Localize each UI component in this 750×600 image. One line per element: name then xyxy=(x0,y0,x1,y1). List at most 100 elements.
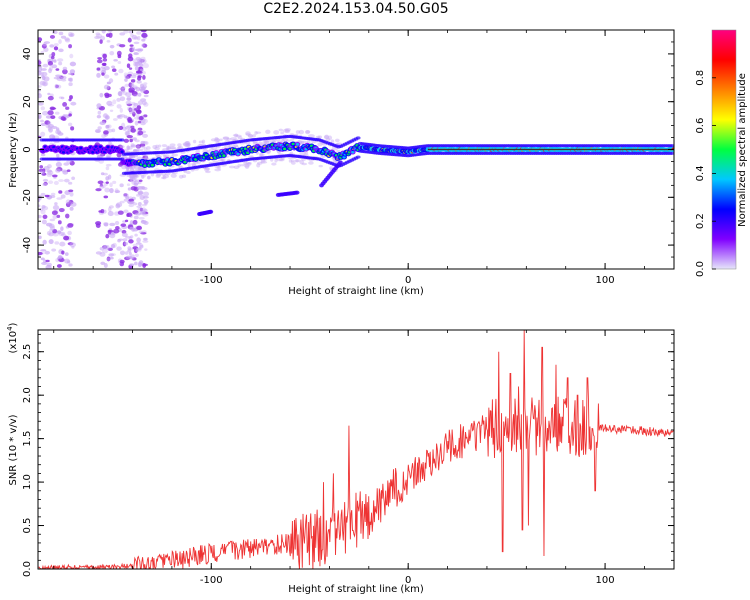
spectrogram-noise-dot xyxy=(49,65,53,72)
spectrogram-spread-dot xyxy=(289,151,294,155)
spectrogram-noise-dot xyxy=(129,108,135,113)
spectrogram-noise-dot xyxy=(94,35,101,40)
spectrogram-spread-dot xyxy=(216,138,220,143)
spectrogram-noise-dot xyxy=(112,118,118,121)
spectrogram-noise-dot xyxy=(48,127,53,133)
spectrogram-spread-dot xyxy=(184,143,190,148)
spectrogram-noise-dot xyxy=(128,67,133,70)
spectrogram-spread-dot xyxy=(228,144,233,148)
spectrogram-spread-dot xyxy=(226,137,232,141)
spectrogram-spread-dot xyxy=(170,147,177,150)
spectrogram-noise-dot xyxy=(40,74,45,78)
spectrogram-noise-dot xyxy=(117,60,122,65)
spectrogram-spread-dot xyxy=(154,146,160,151)
spectrogram-noise-dot xyxy=(68,263,73,267)
spectrogram-noise-dot xyxy=(123,30,129,34)
spectrogram-noise-dot xyxy=(50,55,55,60)
spectrogram-spread-dot xyxy=(260,160,268,164)
spectrogram-ridge-cell xyxy=(79,146,83,150)
spectrogram-spread-dot xyxy=(235,134,242,138)
spectrogram-noise-dot xyxy=(71,176,76,181)
spectrogram-spread-dot xyxy=(230,137,237,141)
spectrogram-noise-dot xyxy=(60,226,64,232)
spectrogram-noise-dot xyxy=(47,124,54,128)
spectrogram-spread-dot xyxy=(235,145,239,148)
spectrogram-noise-dot xyxy=(131,101,136,106)
spectrogram-spread-dot xyxy=(304,151,309,155)
spectrogram-spread-dot xyxy=(162,174,170,179)
spectrogram-noise-dot xyxy=(126,63,131,68)
spectrogram-noise-dot xyxy=(144,248,148,251)
spectrogram-noise-dot xyxy=(56,153,60,158)
spectrogram-noise-dot xyxy=(105,166,110,171)
spectrogram-noise-dot xyxy=(51,30,58,35)
spectrogram-noise-dot xyxy=(119,87,126,91)
spectrogram-noise-dot xyxy=(50,107,57,110)
spectrogram-spread-dot xyxy=(259,153,265,157)
spectrogram-spread-dot xyxy=(294,159,301,163)
spectrogram-noise-dot xyxy=(107,104,115,107)
spectrogram-noise-dot xyxy=(67,223,74,228)
spectrogram-spread-dot xyxy=(247,161,252,165)
spectrogram-noise-dot xyxy=(126,103,133,107)
spectrogram-noise-dot xyxy=(51,51,56,57)
spectrogram-noise-dot xyxy=(139,63,144,67)
spectrogram-spread-dot xyxy=(260,159,266,163)
spectrogram-x-tick-label: -100 xyxy=(200,275,223,286)
spectrogram-noise-dot xyxy=(128,198,135,202)
spectrogram-spread-dot xyxy=(204,167,210,171)
spectrogram-noise-dot xyxy=(98,184,105,190)
spectrogram-noise-dot xyxy=(129,167,135,173)
spectrogram-spread-dot xyxy=(129,177,136,181)
spectrogram-noise-dot xyxy=(130,74,137,79)
spectrogram-noise-dot xyxy=(63,178,70,183)
spectrogram-noise-dot xyxy=(136,205,142,209)
spectrogram-noise-dot xyxy=(129,226,135,231)
spectrogram-ridge-cell xyxy=(282,147,287,151)
spectrogram-noise-dot xyxy=(131,136,138,141)
spectrogram-noise-dot xyxy=(38,235,42,240)
spectrogram-noise-dot xyxy=(137,130,144,136)
spectrogram-noise-dot xyxy=(106,124,112,129)
spectrogram-noise-dot xyxy=(67,122,73,127)
spectrogram-noise-dot xyxy=(142,263,149,267)
spectrogram-ridge-cell xyxy=(94,145,98,149)
spectrogram-spread-dot xyxy=(262,140,268,145)
spectrogram-noise-dot xyxy=(95,223,101,228)
spectrogram-ridge-cell xyxy=(351,150,355,154)
spectrogram-noise-dot xyxy=(53,43,59,47)
spectrogram-noise-dot xyxy=(120,89,126,93)
spectrogram-noise-dot xyxy=(68,181,73,185)
spectrogram-spread-dot xyxy=(170,173,177,178)
spectrogram-noise-dot xyxy=(103,130,109,135)
spectrogram-spread-dot xyxy=(138,168,144,172)
spectrogram-noise-dot xyxy=(143,220,149,225)
spectrogram-noise-dot xyxy=(69,95,73,100)
spectrogram-noise-dot xyxy=(139,194,145,200)
spectrogram-spread-dot xyxy=(191,162,196,166)
spectrogram-noise-dot xyxy=(137,181,142,185)
spectrogram-spread-dot xyxy=(178,174,184,179)
spectrogram-noise-dot xyxy=(55,168,61,173)
spectrogram-spread-dot xyxy=(156,173,162,177)
spectrogram-noise-dot xyxy=(50,192,56,196)
spectrogram-spread-dot xyxy=(165,145,170,151)
spectrogram-noise-dot xyxy=(97,57,103,60)
snr-x-tick-label: -100 xyxy=(200,575,223,586)
spectrogram-spread-dot xyxy=(162,175,167,180)
spectrogram-spread-dot xyxy=(308,161,314,165)
spectrogram-noise-dot xyxy=(118,91,123,97)
spectrogram-spread-dot xyxy=(192,160,199,165)
spectrogram-noise-dot xyxy=(49,228,54,232)
spectrogram-noise-dot xyxy=(101,133,107,139)
spectrogram-noise-dot xyxy=(62,101,68,107)
spectrogram-noise-dot xyxy=(142,133,148,138)
spectrogram-spread-dot xyxy=(187,143,191,146)
spectrogram-noise-dot xyxy=(140,121,146,126)
spectrogram-spread-dot xyxy=(128,155,133,160)
spectrogram-spread-dot xyxy=(323,135,329,140)
snr-y-tick-label: 1.0 xyxy=(22,474,33,490)
spectrogram-spread-dot xyxy=(290,138,295,141)
spectrogram-noise-dot xyxy=(40,249,47,252)
spectrogram-ridge-cell xyxy=(61,150,66,154)
